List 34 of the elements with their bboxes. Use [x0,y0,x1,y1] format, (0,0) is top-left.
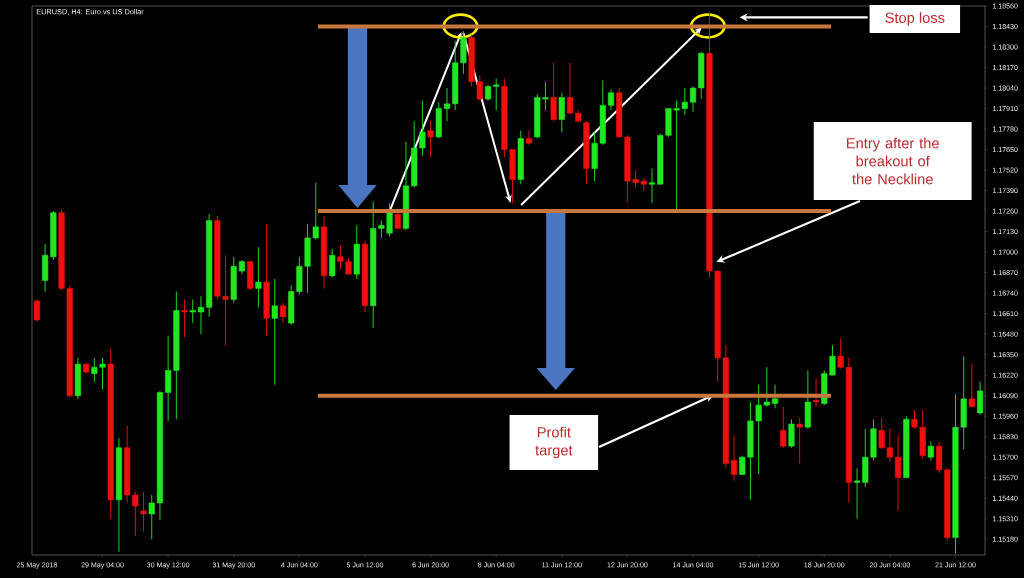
candlestick [493,78,500,111]
candlestick [903,415,910,479]
candlestick [558,92,565,133]
candlestick [148,494,155,540]
candlestick [648,168,656,204]
candlestick [394,210,401,229]
candlestick [271,278,278,386]
candlestick [255,246,262,308]
candlestick [181,298,188,338]
candlestick [140,491,147,532]
candlestick [550,62,557,122]
candlestick [813,377,820,408]
candlestick [107,347,114,520]
candlestick [796,417,803,464]
candlestick [206,213,213,318]
candlestick [698,51,705,100]
candlestick [189,298,196,324]
candlestick [83,362,90,375]
candlestick [927,440,934,461]
candlestick [329,248,336,278]
candlestick [788,418,795,449]
annotation: Stop loss [885,12,945,26]
annotation: Entry after the breakout of the Neckline [847,137,939,185]
candlestick [517,130,524,185]
candlestick [247,261,254,291]
candlestick [353,224,360,280]
candlestick [575,109,582,124]
candlestick [780,406,787,449]
candlestick [427,120,434,158]
candlestick [263,223,270,337]
annotation: Profit target [535,426,573,459]
candlestick [583,120,590,185]
candlestick [230,256,237,304]
candlestick [435,101,442,139]
